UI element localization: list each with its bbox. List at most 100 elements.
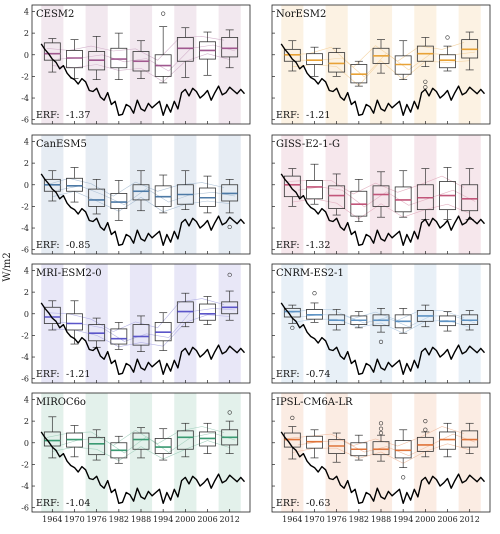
panel-title: GISS-E2-1-G bbox=[276, 139, 340, 150]
shaded-band bbox=[369, 393, 393, 512]
shaded-band bbox=[129, 5, 153, 124]
panel-title: IPSL-CM6A-LR bbox=[276, 397, 353, 408]
x-tick-label: 1970 bbox=[304, 515, 324, 524]
shaded-band bbox=[325, 5, 348, 124]
shaded-band bbox=[281, 135, 304, 254]
outlier-point bbox=[227, 272, 232, 277]
panel-giss-e2-1-g: GISS-E2-1-G ERF: -1.32 bbox=[271, 134, 491, 255]
ensemble-trace bbox=[292, 60, 470, 87]
ensemble-trace bbox=[52, 190, 230, 213]
erf-value: -1.21 bbox=[66, 369, 90, 380]
ensemble-trace bbox=[46, 36, 225, 61]
box bbox=[43, 306, 61, 324]
panel-ipsl-cm6a-lr: IPSL-CM6A-LR ERF: -0.63 1964 1970 1976 1982 198… bbox=[271, 392, 491, 524]
erf-value: -0.63 bbox=[306, 498, 330, 509]
y-tick-label: 4 bbox=[24, 137, 29, 146]
shaded-band bbox=[325, 135, 348, 254]
y-tick-label: -4 bbox=[21, 482, 29, 491]
box bbox=[132, 432, 150, 450]
erf-label: ERF: bbox=[36, 110, 60, 121]
box bbox=[461, 184, 479, 212]
ensemble-trace bbox=[286, 42, 465, 68]
ensemble-trace bbox=[292, 198, 470, 220]
y-tick-label: -2 bbox=[21, 202, 29, 211]
y-tick-label: 4 bbox=[24, 395, 29, 404]
outlier-point bbox=[401, 475, 406, 480]
outlier-point bbox=[378, 426, 384, 431]
box bbox=[328, 185, 346, 209]
x-tick-label: 1964 bbox=[42, 515, 62, 524]
shaded-band bbox=[414, 135, 437, 254]
panel-mri-esm2-0: MRI-ESM2-0 ERF: -1.21 4 2 0 -2 -4 -6 bbox=[21, 263, 251, 384]
outlier-point bbox=[378, 339, 384, 344]
box bbox=[372, 185, 390, 207]
outlier-point bbox=[423, 79, 428, 84]
box bbox=[154, 438, 172, 454]
box bbox=[110, 47, 128, 69]
shaded-band bbox=[325, 393, 348, 512]
x-tick-label: 1994 bbox=[153, 515, 173, 524]
ensemble-trace bbox=[297, 433, 476, 457]
x-tick-label: 2012 bbox=[219, 515, 239, 524]
erf-label: ERF: bbox=[276, 110, 300, 121]
y-tick-label: 0 bbox=[24, 439, 29, 448]
outlier-point bbox=[161, 11, 166, 16]
observed-line bbox=[280, 173, 486, 246]
y-axis-label: W/m2 bbox=[2, 252, 13, 282]
x-tick-label: 1976 bbox=[326, 515, 346, 524]
erf-value: -1.04 bbox=[66, 498, 90, 509]
ensemble-trace bbox=[57, 308, 236, 342]
y-tick-label: 0 bbox=[24, 310, 29, 319]
y-tick-label: -2 bbox=[21, 460, 29, 469]
box bbox=[176, 37, 194, 62]
y-tick-label: 2 bbox=[24, 159, 29, 168]
erf-label: ERF: bbox=[36, 240, 60, 251]
panel-canesm5: CanESM5 ERF: -0.85 4 2 0 -2 -4 -6 bbox=[21, 134, 251, 255]
observed-line bbox=[40, 431, 246, 504]
ensemble-trace bbox=[286, 426, 465, 447]
box bbox=[439, 54, 456, 69]
box bbox=[372, 441, 390, 456]
y-tick-label: 0 bbox=[24, 51, 29, 60]
y-tick-label: -6 bbox=[21, 246, 29, 255]
erf-value: -0.85 bbox=[66, 240, 90, 251]
box bbox=[110, 328, 128, 345]
erf-label: ERF: bbox=[276, 240, 300, 251]
y-tick-label: 0 bbox=[24, 181, 29, 190]
ensemble-trace bbox=[52, 314, 230, 348]
box bbox=[132, 324, 150, 346]
x-tick-label: 1964 bbox=[282, 515, 302, 524]
x-tick-label: 2006 bbox=[197, 515, 217, 524]
box bbox=[132, 184, 150, 201]
box bbox=[306, 180, 323, 200]
y-tick-label: 4 bbox=[24, 7, 29, 16]
erf-label: ERF: bbox=[36, 498, 60, 509]
x-tick-label: 2000 bbox=[415, 515, 435, 524]
y-tick-label: -6 bbox=[21, 375, 29, 384]
y-tick-label: -2 bbox=[21, 72, 29, 81]
ensemble-trace bbox=[52, 53, 230, 83]
outlier-point bbox=[378, 421, 384, 426]
panel-title: MRI-ESM2-0 bbox=[36, 268, 102, 279]
y-tick-label: -2 bbox=[21, 331, 29, 340]
shaded-band bbox=[325, 264, 348, 383]
panel-cnrm-es2-1: CNRM-ES2-1 ERF: -0.74 bbox=[271, 263, 491, 384]
shaded-band bbox=[85, 393, 108, 512]
box bbox=[439, 431, 456, 450]
x-tick-label: 1994 bbox=[393, 515, 413, 524]
y-tick-label: 2 bbox=[24, 29, 29, 38]
outlier-point bbox=[312, 291, 317, 296]
outlier-point bbox=[290, 325, 295, 330]
panel-title: CNRM-ES2-1 bbox=[276, 268, 344, 279]
box bbox=[176, 430, 194, 450]
observed-line bbox=[40, 302, 246, 375]
ensemble-trace bbox=[57, 44, 236, 72]
y-tick-label: -4 bbox=[21, 224, 29, 233]
erf-label: ERF: bbox=[276, 498, 300, 509]
panel-title: CESM2 bbox=[36, 9, 74, 20]
outlier-point bbox=[423, 427, 428, 432]
box bbox=[88, 188, 106, 207]
outlier-point bbox=[423, 419, 428, 424]
outlier-point bbox=[227, 224, 232, 230]
